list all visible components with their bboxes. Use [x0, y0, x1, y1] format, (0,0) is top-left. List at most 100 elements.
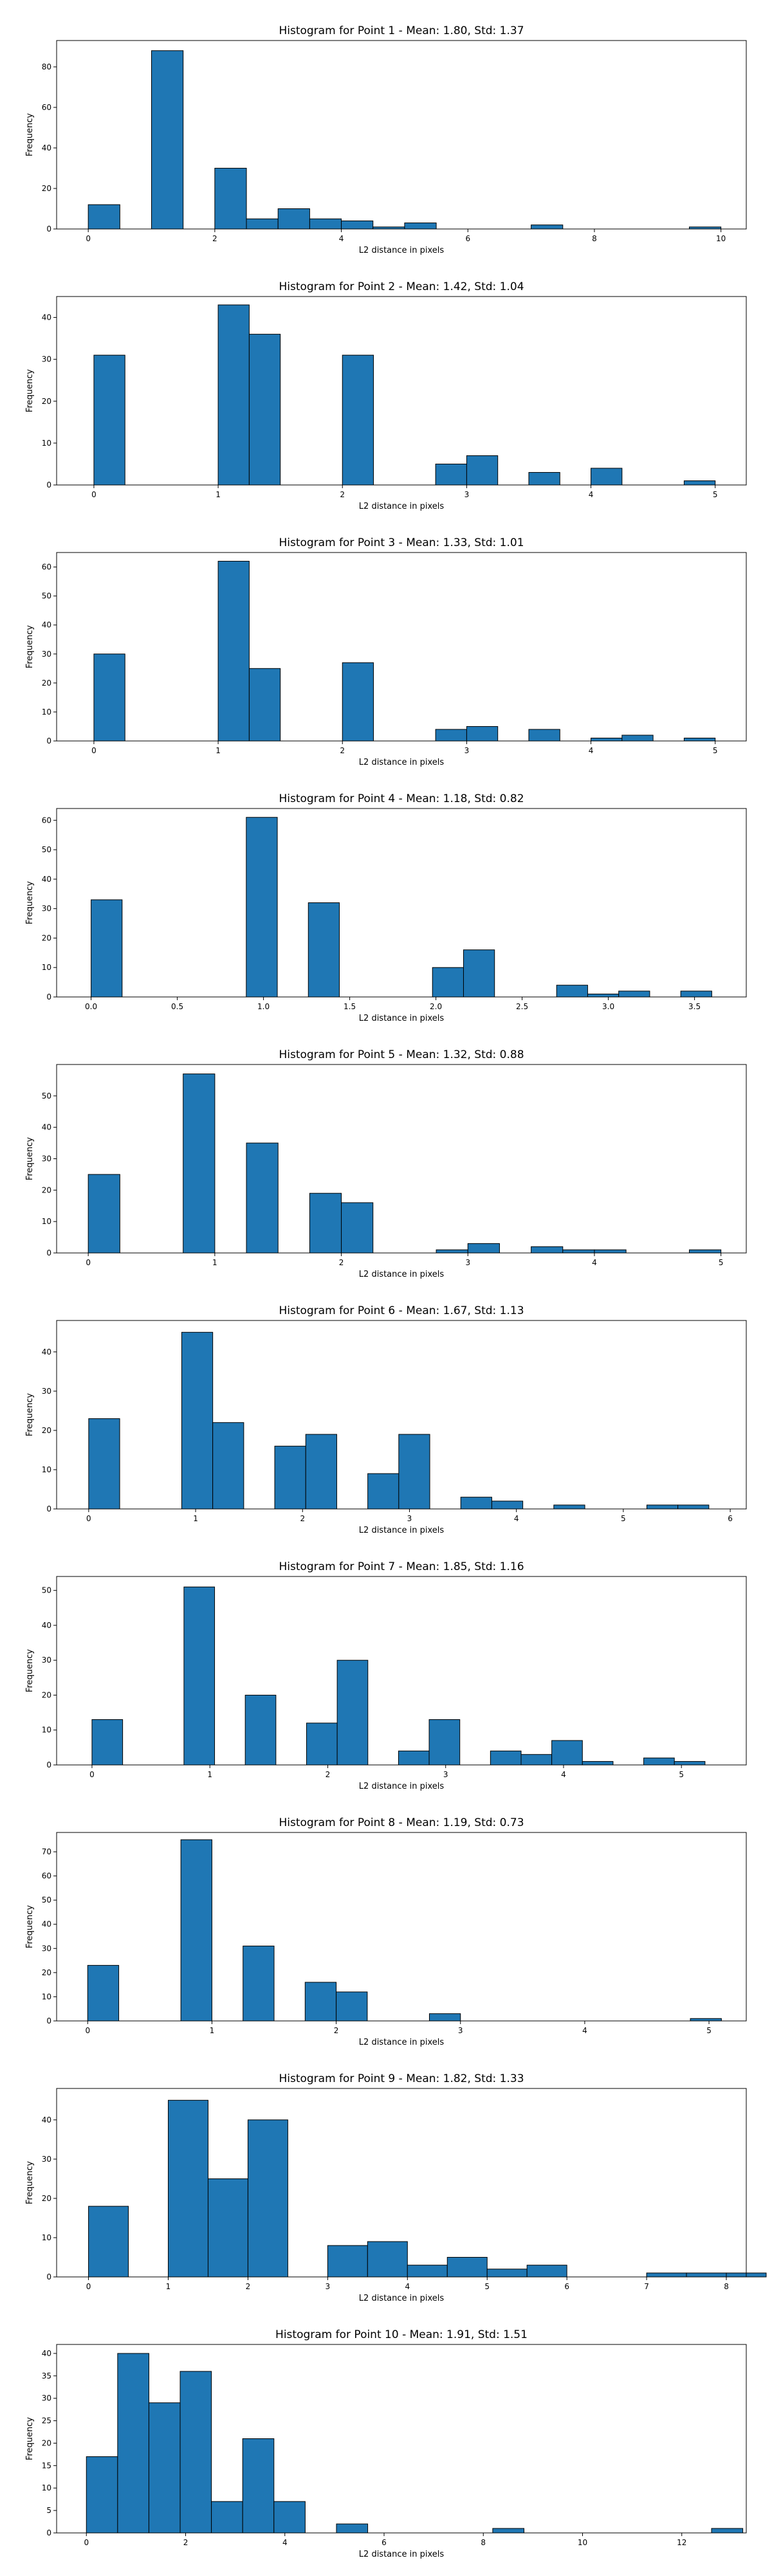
histogram-bar	[680, 991, 712, 998]
histogram-bar	[463, 949, 495, 998]
y-tick-label: 50	[42, 1895, 51, 1905]
chart-title: Histogram for Point 6 - Mean: 1.67, Std:…	[279, 1304, 524, 1317]
x-tick-label: 1	[193, 1514, 198, 1523]
plot-frame	[56, 808, 747, 998]
x-tick-label: 2	[334, 2026, 339, 2035]
x-tick-label: 10	[716, 234, 726, 243]
y-tick-label: 30	[42, 904, 51, 913]
y-axis-label: Frequency	[25, 1905, 35, 1948]
x-tick-label: 0	[91, 746, 96, 755]
histogram-bar	[367, 2241, 408, 2278]
histogram-bar	[582, 1761, 614, 1766]
histogram-bar	[341, 1202, 374, 1254]
x-tick-label: 3	[407, 1514, 412, 1523]
histogram-bar	[86, 2456, 118, 2534]
x-tick-label: 4	[561, 1770, 566, 1779]
y-tick-label: 5	[46, 2506, 51, 2515]
histogram-bar	[242, 2438, 275, 2534]
y-tick-label: 50	[42, 1586, 51, 1595]
x-axis-label: L2 distance in pixels	[359, 2038, 445, 2047]
histogram-bar	[398, 1750, 430, 1766]
histogram-panel-7: Histogram for Point 7 - Mean: 1.85, Std:…	[25, 1560, 747, 1791]
x-axis-label: L2 distance in pixels	[359, 2550, 445, 2559]
y-tick-label: 0	[46, 480, 51, 489]
histogram-bar	[491, 1501, 524, 1510]
plot-frame	[56, 1832, 747, 2022]
x-tick-label: 0.0	[85, 1002, 97, 1011]
y-tick-label: 20	[42, 184, 51, 193]
histogram-bar	[492, 2528, 524, 2534]
x-tick-label: 8	[592, 234, 597, 243]
y-tick-label: 10	[42, 439, 51, 448]
x-tick-label: 1	[212, 1258, 217, 1267]
histogram-bar	[428, 2013, 461, 2022]
y-tick-label: 10	[42, 1992, 51, 2001]
x-tick-label: 2	[183, 2538, 188, 2547]
x-tick-label: 3	[326, 2282, 331, 2291]
histogram-bar	[341, 220, 374, 230]
y-tick-label: 20	[42, 933, 51, 942]
x-tick-label: 3.5	[688, 1002, 701, 1011]
chart-title: Histogram for Point 9 - Mean: 1.82, Std:…	[279, 2072, 524, 2085]
histogram-bar	[277, 208, 310, 230]
y-tick-label: 10	[42, 1465, 51, 1474]
y-tick-label: 40	[42, 2115, 51, 2124]
histogram-bar	[342, 662, 374, 742]
x-tick-label: 2	[340, 746, 345, 755]
y-tick-label: 30	[42, 1155, 51, 1164]
histogram-bar	[528, 729, 560, 742]
y-axis-label: Frequency	[25, 625, 35, 668]
x-tick-label: 6	[728, 1514, 733, 1523]
histogram-bar	[398, 1434, 430, 1510]
histogram-bar	[435, 463, 467, 486]
x-tick-label: 3	[464, 746, 470, 755]
y-tick-label: 40	[42, 143, 51, 152]
y-tick-label: 20	[42, 1185, 51, 1194]
y-tick-label: 0	[46, 992, 51, 1001]
y-tick-label: 30	[42, 1944, 51, 1953]
histogram-bar	[556, 985, 588, 998]
x-tick-label: 4	[582, 2026, 587, 2035]
y-tick-label: 30	[42, 650, 51, 659]
histogram-panel-10: Histogram for Point 10 - Mean: 1.91, Std…	[25, 2328, 747, 2559]
histogram-bar	[591, 468, 623, 486]
y-tick-label: 0	[46, 1760, 51, 1769]
x-axis-label: L2 distance in pixels	[359, 758, 445, 767]
y-tick-label: 10	[42, 2483, 51, 2492]
x-tick-label: 1.5	[344, 1002, 356, 1011]
y-tick-label: 60	[42, 563, 51, 572]
x-tick-label: 0	[89, 1770, 95, 1779]
histogram-bar	[528, 471, 560, 486]
x-tick-label: 8	[724, 2282, 729, 2291]
x-tick-label: 5	[706, 2026, 712, 2035]
plot-frame	[56, 552, 747, 742]
y-tick-label: 50	[42, 845, 51, 854]
y-tick-label: 0	[46, 736, 51, 745]
histogram-bar	[618, 991, 650, 998]
histogram-bar	[432, 967, 464, 998]
y-axis-label: Frequency	[25, 1649, 35, 1692]
y-tick-label: 30	[42, 1656, 51, 1665]
x-axis-label: L2 distance in pixels	[359, 1782, 445, 1791]
y-tick-label: 10	[42, 1726, 51, 1735]
x-tick-label: 4	[514, 1514, 519, 1523]
histogram-bar	[305, 1434, 337, 1510]
histogram-bar	[336, 1991, 368, 2022]
histogram-bar	[246, 1142, 279, 1254]
histogram-bar	[246, 817, 278, 998]
x-tick-label: 0	[86, 234, 91, 243]
y-tick-label: 20	[42, 1426, 51, 1435]
histogram-bar	[304, 1982, 337, 2022]
x-tick-label: 0	[86, 1258, 91, 1267]
chart-title: Histogram for Point 4 - Mean: 1.18, Std:…	[279, 792, 524, 805]
histogram-bar	[211, 2501, 243, 2534]
y-tick-label: 35	[42, 2371, 51, 2380]
y-tick-label: 0	[46, 224, 51, 233]
histogram-bar	[621, 735, 654, 742]
x-tick-label: 1	[216, 490, 221, 499]
x-tick-label: 0	[84, 2538, 89, 2547]
histogram-bar	[248, 334, 281, 486]
x-tick-label: 1.0	[257, 1002, 270, 1011]
x-axis-label: L2 distance in pixels	[359, 502, 445, 511]
x-tick-label: 2	[246, 2282, 251, 2291]
